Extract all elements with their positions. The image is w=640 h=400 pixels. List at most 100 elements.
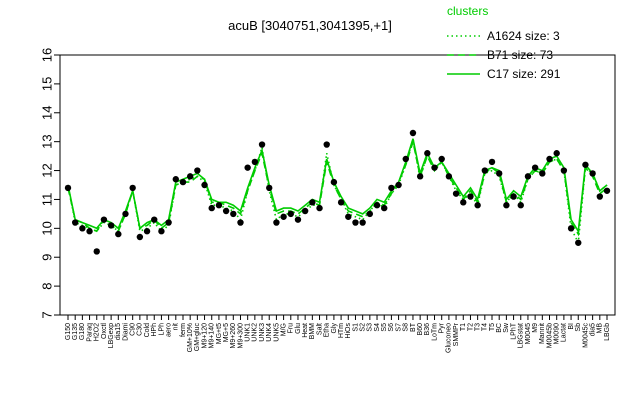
data-point: [424, 150, 431, 157]
data-point: [208, 204, 215, 212]
x-tick-label: BMM: [309, 323, 316, 340]
x-tick-label: HPh: [151, 323, 158, 337]
data-point: [589, 170, 596, 177]
data-point: [431, 164, 438, 171]
x-tick-label: dia15: [115, 323, 122, 340]
data-point: [546, 155, 553, 163]
data-point: [230, 210, 237, 218]
x-tick-label: T5: [489, 323, 496, 331]
data-point: [215, 202, 223, 209]
x-tick-label: S3: [367, 323, 374, 332]
x-tick-label: GM+gluc: [194, 323, 201, 352]
y-tick-label: 11: [39, 193, 54, 207]
x-tick-label: LBGb: [604, 323, 611, 341]
data-point: [251, 158, 259, 166]
x-tick-label: M0090: [554, 323, 561, 345]
x-tick-label: M9+300: [237, 323, 244, 349]
x-axis: G150 G135 G180 Paraq H2O2 Oxctl LBGexp dia15 Dia…: [65, 315, 611, 353]
data-point: [237, 219, 244, 226]
y-tick-label: 15: [39, 77, 54, 91]
x-tick-label: BT: [410, 322, 417, 332]
x-tick-label: G135: [72, 323, 79, 340]
x-tick-label: BI: [568, 323, 575, 330]
data-point: [539, 170, 546, 177]
data-point: [503, 202, 510, 209]
x-tick-label: G180: [79, 323, 86, 340]
data-point: [280, 213, 287, 220]
x-tick-label: UNK5: [273, 323, 280, 342]
x-tick-label: LBGstat: [518, 323, 525, 348]
data-point: [323, 141, 330, 148]
x-tick-label: M0045b: [546, 323, 553, 348]
x-tick-label: S7: [395, 323, 402, 332]
plot-frame-rect: [59, 54, 616, 316]
series-lines: [67, 138, 608, 246]
data-point: [301, 207, 309, 215]
data-point: [93, 248, 100, 255]
x-tick-label: LoTm: [431, 323, 438, 341]
x-tick-label: H2O2: [94, 323, 101, 341]
data-point: [244, 164, 251, 171]
data-point: [287, 210, 294, 218]
data-point: [115, 230, 122, 238]
data-point: [388, 184, 395, 192]
data-point: [100, 216, 108, 223]
data-point: [201, 181, 208, 189]
data-point: [172, 176, 179, 183]
data-point: [151, 216, 158, 223]
data-point: [582, 161, 589, 168]
x-tick-label: HiOs: [345, 323, 352, 339]
x-tick-label: M0045c: [582, 323, 589, 348]
data-point: [575, 239, 582, 246]
data-point: [352, 219, 359, 226]
x-tick-label: dia5: [589, 323, 596, 336]
data-point: [381, 204, 388, 212]
data-point: [496, 170, 503, 177]
data-point: [402, 155, 409, 163]
legend-label: A1624 size: 3: [487, 29, 560, 43]
data-point: [345, 213, 352, 220]
data-point: [488, 158, 496, 166]
x-tick-label: T1: [460, 323, 467, 331]
x-tick-label: Paraq: [86, 323, 93, 342]
data-point: [474, 202, 481, 209]
x-tick-label: M9+140: [209, 323, 216, 349]
data-point: [86, 228, 93, 235]
x-tick-label: Mannit: [539, 323, 546, 344]
x-tick-label: C90: [130, 323, 137, 336]
chart-title: acuB [3040751,3041395,+1]: [228, 18, 392, 33]
plot-frame: [59, 54, 616, 316]
data-point: [107, 222, 115, 229]
x-tick-label: C30: [137, 323, 144, 336]
data-point: [186, 173, 194, 180]
x-tick-label: ferm: [180, 323, 187, 337]
data-point: [560, 167, 568, 174]
data-point: [409, 129, 417, 137]
data-point: [129, 184, 136, 192]
x-tick-label: Etha: [324, 323, 331, 338]
data-point: [179, 178, 187, 186]
data-point: [273, 219, 280, 226]
data-point: [373, 202, 381, 209]
x-tick-label: LPh: [158, 323, 165, 336]
data-point: [337, 199, 345, 206]
x-tick-label: M9+260: [230, 323, 237, 349]
x-tick-label: Fru: [288, 323, 295, 334]
data-point: [194, 167, 201, 174]
x-tick-label: M9+120: [201, 323, 208, 349]
x-tick-label: MB: [597, 323, 604, 334]
data-point: [330, 178, 338, 186]
y-tick-label: 16: [39, 48, 54, 62]
x-tick-label: UNK3: [259, 323, 266, 342]
x-tick-label: Sw: [503, 322, 510, 333]
data-point: [567, 225, 575, 232]
x-tick-label: Gly: [331, 323, 338, 334]
data-point: [316, 204, 323, 212]
x-tick-label: LBGexp: [108, 323, 115, 348]
data-point: [517, 202, 524, 209]
x-tick-label: Glu: [295, 323, 302, 334]
x-tick-label: UNK4: [266, 323, 273, 342]
data-point: [71, 219, 79, 226]
data-point: [222, 207, 230, 215]
